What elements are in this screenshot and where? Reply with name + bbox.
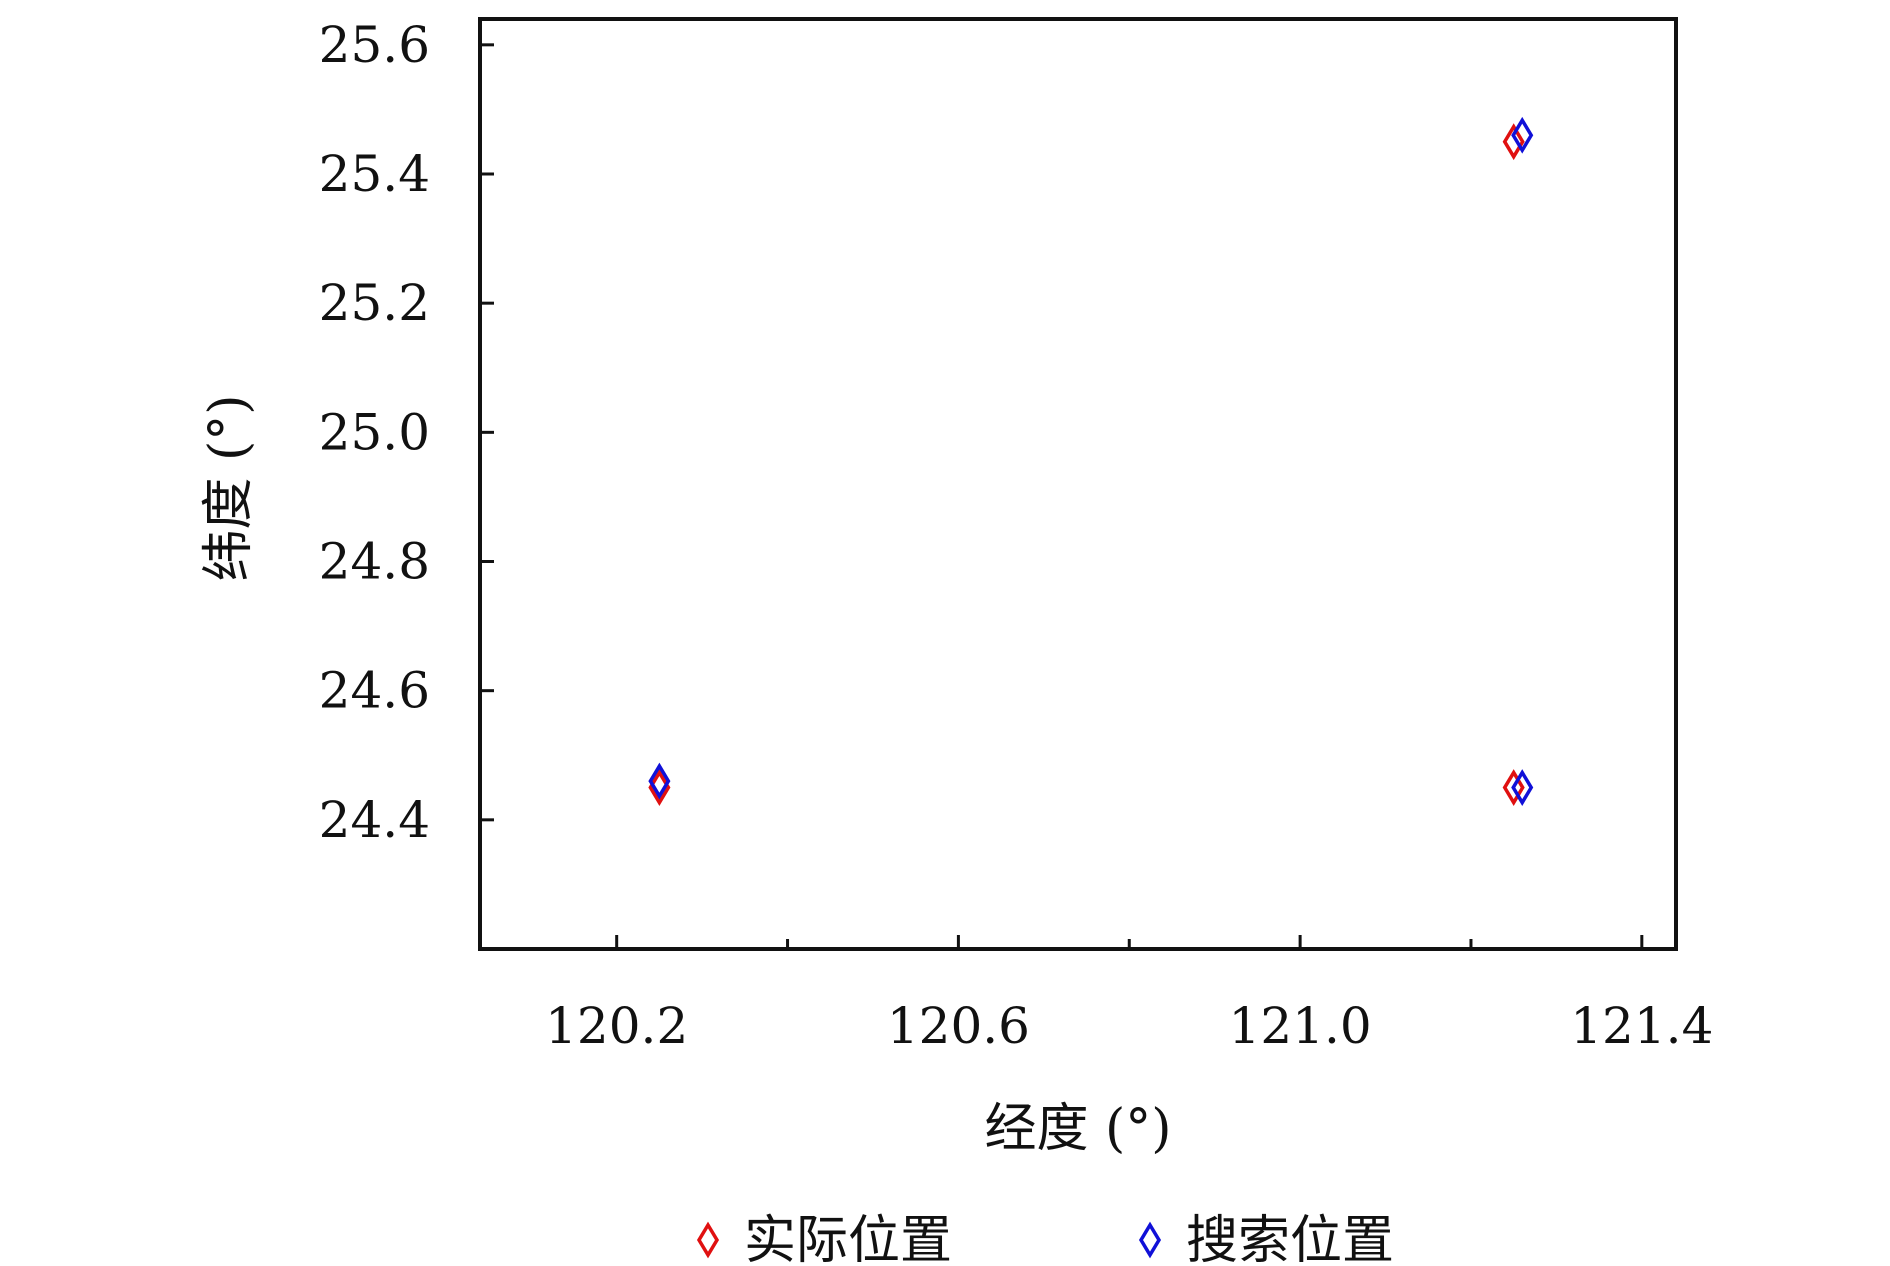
data-point-search-2 xyxy=(1511,769,1534,806)
legend-label-0: 实际位置 xyxy=(744,1211,952,1266)
y-axis-label: 纬度 (°) xyxy=(199,394,259,581)
x-tick-label: 120.6 xyxy=(887,997,1030,1055)
data-point-search-1 xyxy=(1511,116,1534,154)
y-tick-label: 25.6 xyxy=(319,16,430,74)
y-tick-label: 25.2 xyxy=(319,274,430,332)
y-tick-label: 24.4 xyxy=(319,791,430,849)
x-tick-label: 120.2 xyxy=(545,997,688,1055)
data-points xyxy=(648,116,1534,806)
x-tick-label: 121.0 xyxy=(1229,997,1372,1055)
y-tick-label: 25.4 xyxy=(319,145,430,203)
x-tick-label: 121.4 xyxy=(1570,997,1713,1055)
y-tick-label: 24.8 xyxy=(319,533,430,591)
data-point-search-0 xyxy=(648,762,671,800)
x-axis-label: 经度 (°) xyxy=(984,1099,1171,1159)
legend-label-1: 搜索位置 xyxy=(1186,1211,1394,1266)
data-point-actual-0 xyxy=(648,769,671,806)
axis-ticks: 120.2 120.6 121.0 121.4 24.4 24.6 24.8 25.0 25.2… xyxy=(319,16,1714,1055)
plot-frame xyxy=(478,17,1678,951)
legend-marker-0 xyxy=(696,1221,720,1259)
legend: 实际位置 搜索位置 xyxy=(696,1211,1394,1266)
legend-marker-1 xyxy=(1138,1221,1162,1259)
y-tick-label: 25.0 xyxy=(319,403,430,461)
data-point-actual-1 xyxy=(1502,123,1525,161)
y-tick-label: 24.6 xyxy=(319,662,430,720)
data-point-actual-2 xyxy=(1502,769,1525,806)
